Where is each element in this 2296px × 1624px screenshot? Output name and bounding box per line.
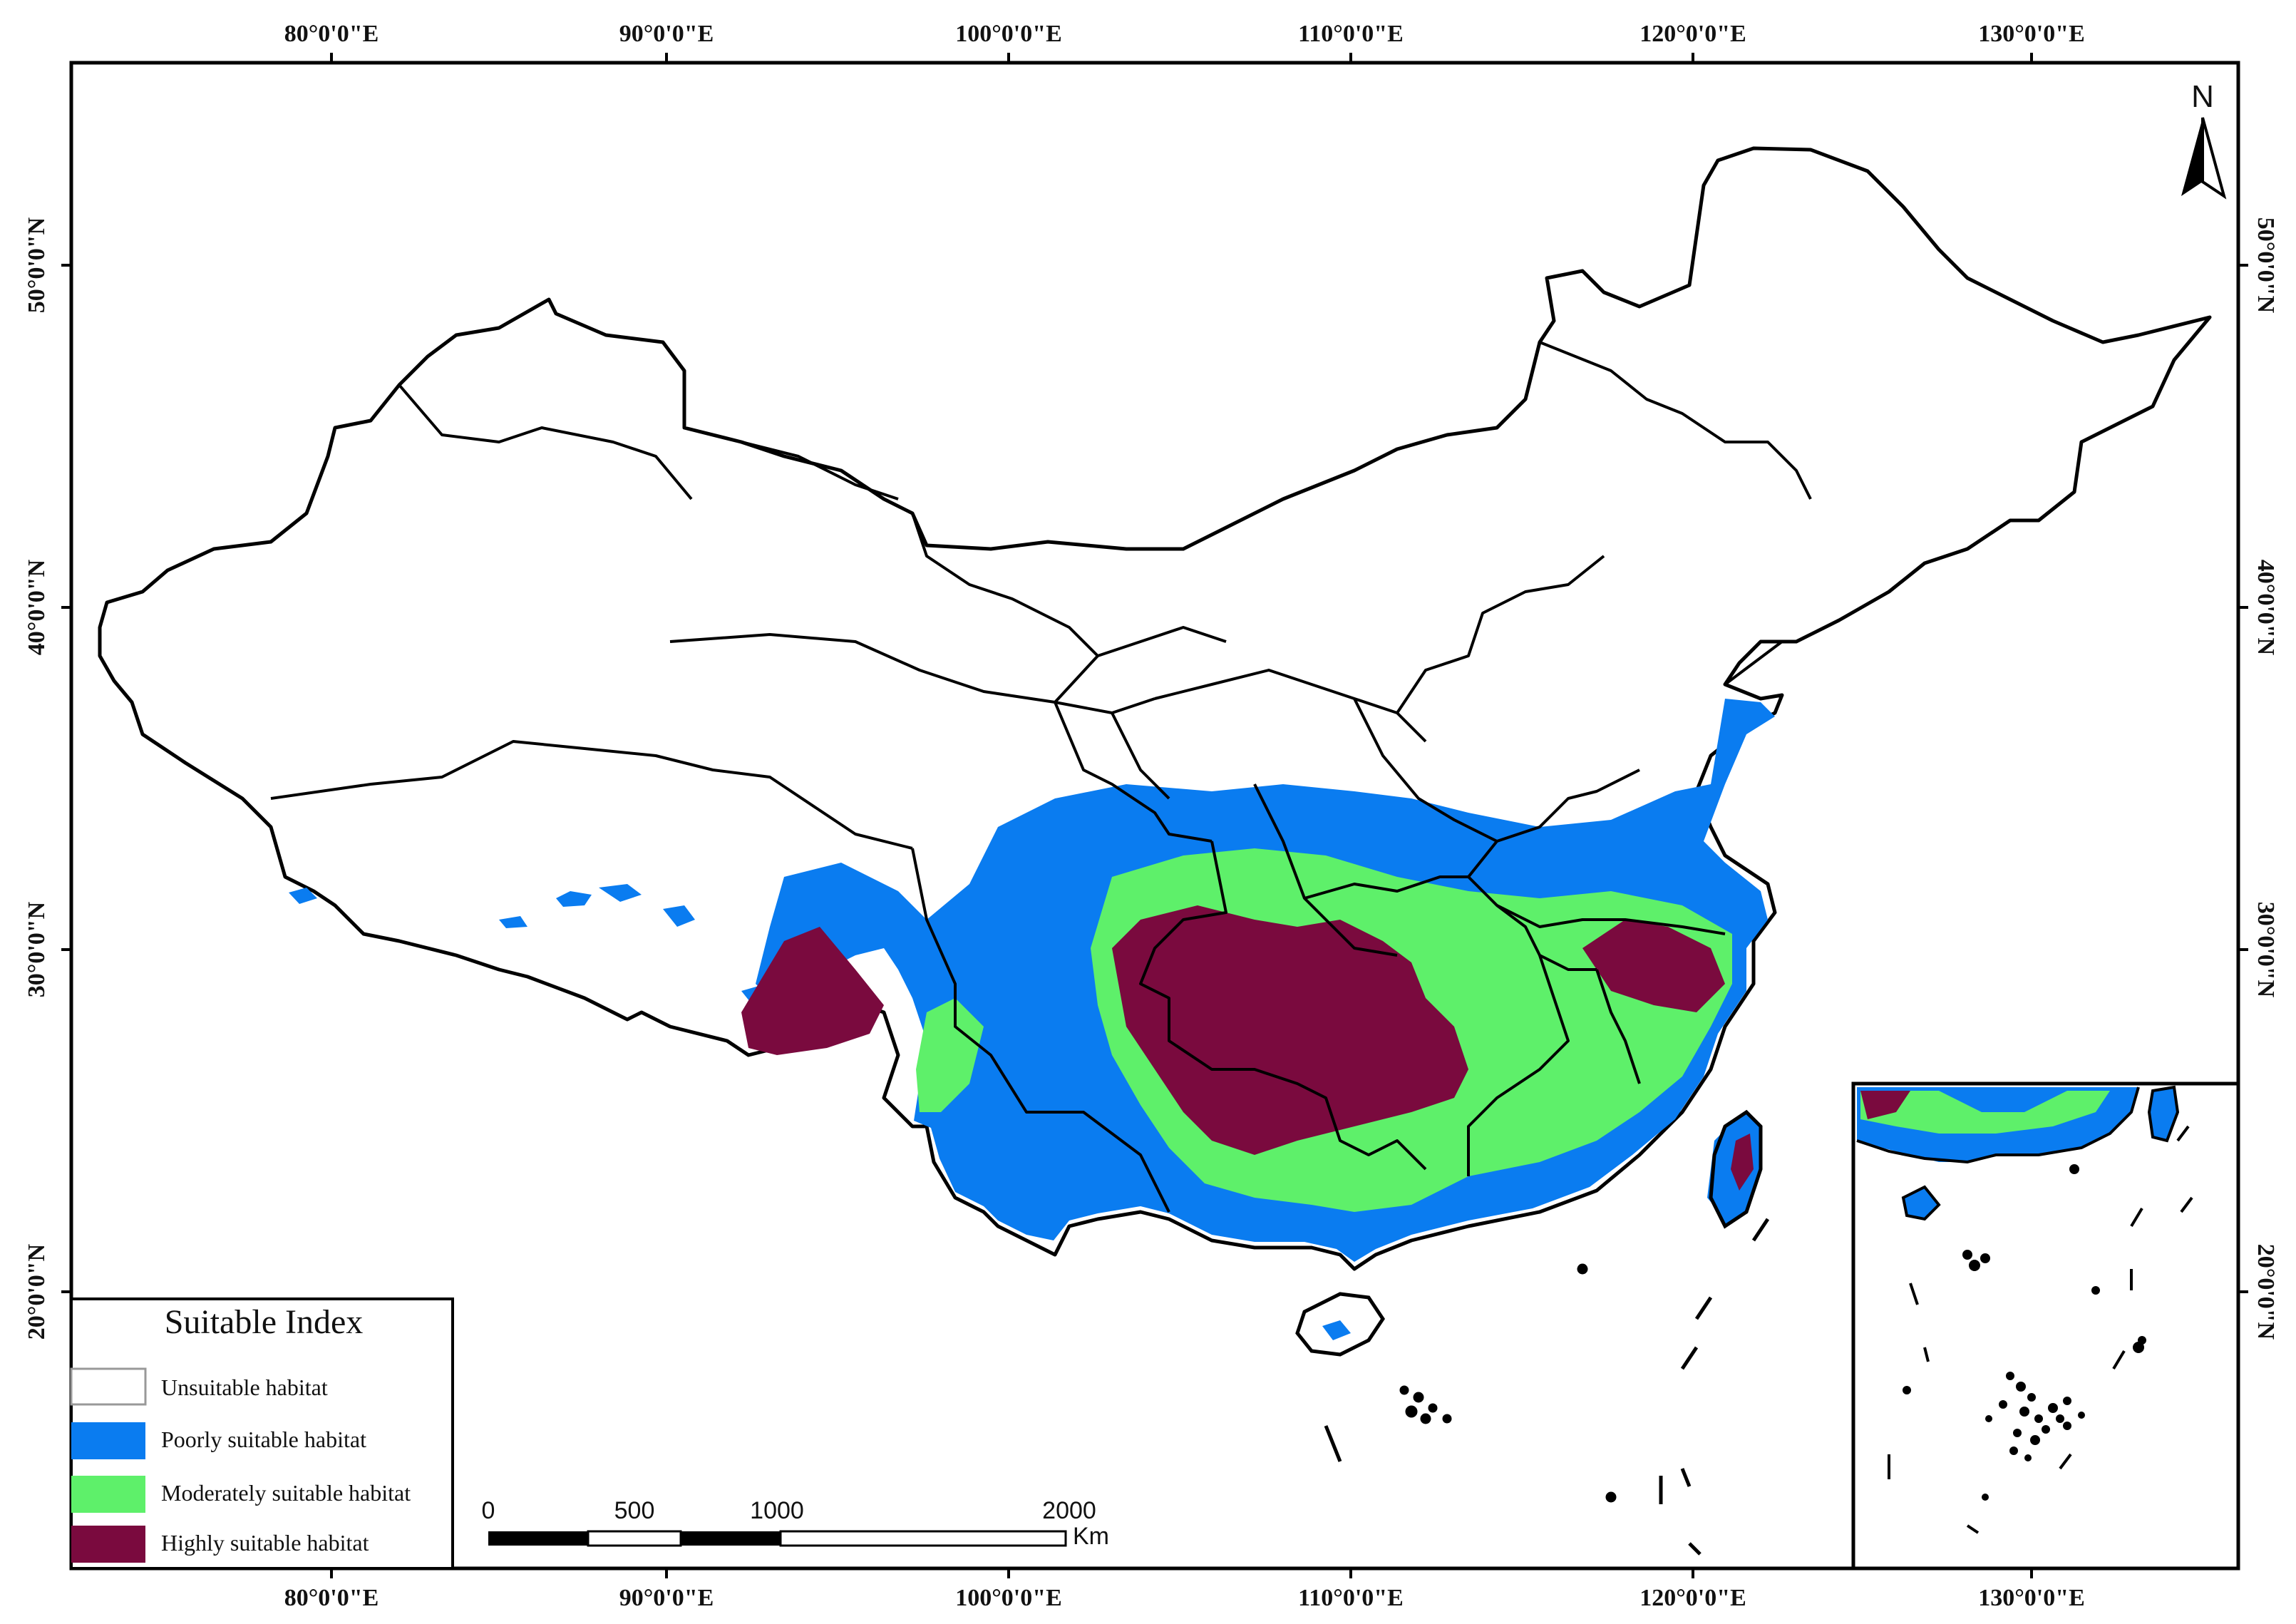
scale-bar: 0 500 1000 2000 Km: [482, 1497, 1109, 1550]
left-latitude-labels: 50°0'0"N 40°0'0"N 30°0'0"N 20°0'0"N: [24, 217, 50, 1340]
legend-label: Unsuitable habitat: [161, 1374, 328, 1400]
inset-hainan: [1901, 1185, 1941, 1221]
legend-label: Moderately suitable habitat: [161, 1480, 411, 1506]
scale-unit: Km: [1073, 1523, 1109, 1550]
scale-tick-label: 500: [614, 1497, 655, 1524]
top-lon-label: 100°0'0"E: [955, 21, 1062, 47]
highly-suitable-south-tibet: [741, 927, 884, 1055]
top-lon-label: 80°0'0"E: [284, 21, 379, 47]
scale-segment: [681, 1531, 781, 1546]
top-longitude-labels: 80°0'0"E 90°0'0"E 100°0'0"E 110°0'0"E 12…: [284, 21, 2085, 47]
south-sea-islands: [1324, 1218, 1770, 1556]
top-lon-label: 90°0'0"E: [619, 21, 714, 47]
right-lat-label: 40°0'0"N: [2253, 560, 2279, 656]
right-lat-label: 30°0'0"N: [2253, 902, 2279, 998]
top-lon-label: 130°0'0"E: [1978, 21, 2085, 47]
hainan-poorly-suitable: [1322, 1320, 1351, 1340]
province-boundaries: [270, 341, 1812, 1213]
inset-map: [1851, 1081, 2240, 1571]
bottom-lon-label: 130°0'0"E: [1978, 1585, 2085, 1611]
right-lat-label: 50°0'0"N: [2253, 217, 2279, 314]
highly-suitable-region: [1112, 905, 1468, 1155]
top-lon-label: 110°0'0"E: [1298, 21, 1404, 47]
bottom-longitude-labels: 80°0'0"E 90°0'0"E 100°0'0"E 110°0'0"E 12…: [284, 1585, 2085, 1611]
left-lat-label: 40°0'0"N: [24, 559, 50, 655]
top-lon-label: 120°0'0"E: [1639, 21, 1746, 47]
legend-label: Poorly suitable habitat: [161, 1427, 366, 1452]
legend-swatch-highly: [71, 1526, 145, 1563]
scale-segment: [587, 1530, 682, 1547]
north-label: N: [2191, 79, 2214, 114]
taiwan-highly-suitable: [1731, 1134, 1754, 1191]
legend-title: Suitable Index: [165, 1303, 364, 1341]
inset-taiwan: [2147, 1085, 2180, 1143]
graticule-ticks: [61, 53, 2248, 1578]
scale-tick-label: 0: [482, 1497, 495, 1524]
legend-label: Highly suitable habitat: [161, 1530, 369, 1556]
legend: Suitable Index Unsuitable habitat Poorly…: [70, 1297, 454, 1570]
bottom-lon-label: 110°0'0"E: [1298, 1585, 1404, 1611]
inset-coastline: [1856, 1086, 2140, 1164]
left-lat-label: 20°0'0"N: [24, 1243, 50, 1340]
highly-suitable-east: [1582, 920, 1725, 1012]
bottom-lon-label: 80°0'0"E: [284, 1585, 379, 1611]
north-arrow: N: [2181, 79, 2227, 200]
inset-highly-suitable: [1860, 1091, 1910, 1119]
legend-swatch-moderately: [71, 1476, 145, 1513]
legend-swatch-poorly: [71, 1422, 145, 1459]
left-lat-label: 30°0'0"N: [24, 901, 50, 997]
inset-moderately-suitable: [1860, 1091, 2110, 1134]
right-lat-label: 20°0'0"N: [2253, 1244, 2279, 1340]
scale-tick-label: 1000: [750, 1497, 804, 1524]
legend-swatch-unsuitable: [70, 1367, 147, 1406]
scale-segment: [488, 1531, 588, 1546]
bottom-lon-label: 120°0'0"E: [1639, 1585, 1746, 1611]
scale-segment: [779, 1530, 1067, 1547]
inset-islands: [1888, 1125, 2193, 1534]
scale-tick-label: 2000: [1042, 1497, 1096, 1524]
bottom-lon-label: 90°0'0"E: [619, 1585, 714, 1611]
moderately-suitable-west: [916, 998, 984, 1112]
bottom-lon-label: 100°0'0"E: [955, 1585, 1062, 1611]
right-latitude-labels: 50°0'0"N 40°0'0"N 30°0'0"N 20°0'0"N: [2253, 217, 2279, 1340]
inset-frame: [1851, 1081, 2240, 1571]
left-lat-label: 50°0'0"N: [24, 217, 50, 313]
north-arrow-icon: [2181, 117, 2227, 200]
